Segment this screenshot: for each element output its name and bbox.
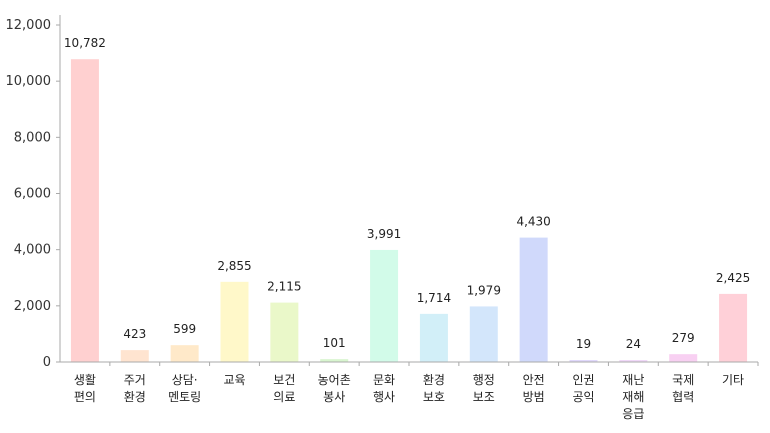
y-tick-label: 8,000	[14, 130, 51, 145]
bar	[70, 59, 99, 362]
bar	[220, 281, 249, 362]
category-label: 인권 공익	[572, 373, 594, 404]
y-tick-label: 6,000	[14, 187, 51, 202]
data-label: 2,855	[217, 259, 251, 273]
data-label: 3,991	[367, 227, 401, 241]
data-labels: 10,782 423 599 2,855 2,115 101 3,991 1,714 1,979…	[64, 36, 750, 351]
bar	[719, 293, 748, 362]
category-label: 국제 협력	[672, 373, 694, 404]
category-label: 생활 편의	[74, 373, 96, 404]
category-label: 행정 보조	[473, 372, 495, 404]
bars	[70, 59, 748, 362]
data-label: 4,430	[516, 215, 550, 229]
y-axis: 0 2,000 4,000 6,000 8,000 10,000 12,000	[6, 15, 61, 370]
bar	[320, 359, 349, 362]
category-label: 주거 환경	[124, 373, 146, 404]
bar	[270, 302, 299, 362]
data-label: 599	[173, 322, 196, 336]
data-label: 2,425	[716, 271, 750, 285]
data-label: 19	[576, 337, 591, 351]
bar	[569, 360, 598, 362]
category-label: 보건 의료	[273, 373, 295, 404]
category-label: 안전 방범	[523, 373, 545, 404]
category-label: 환경 보호	[423, 373, 445, 404]
bar	[370, 249, 399, 362]
y-tick-label: 12,000	[6, 18, 52, 33]
data-label: 1,714	[417, 291, 451, 305]
category-label: 재난 재해 응급	[622, 373, 644, 421]
bar	[120, 350, 149, 362]
category-label: 기타	[722, 373, 744, 387]
y-tick-label: 10,000	[6, 74, 52, 89]
y-tick-label: 2,000	[14, 299, 51, 314]
data-label: 101	[323, 336, 346, 350]
bar	[419, 313, 448, 362]
data-label: 24	[626, 337, 641, 351]
y-tick-label: 0	[43, 355, 51, 370]
category-label: 문화 행사	[373, 373, 395, 404]
category-label: 교육	[223, 373, 245, 387]
bar	[469, 306, 498, 362]
bar	[669, 354, 698, 362]
data-label: 10,782	[64, 36, 106, 50]
data-label: 1,979	[467, 283, 501, 297]
data-label: 2,115	[267, 280, 301, 294]
data-label: 423	[123, 327, 146, 341]
category-label: 농어촌 봉사	[318, 373, 351, 404]
category-label: 상담· 멘토링	[168, 373, 201, 404]
bar	[519, 237, 548, 362]
x-axis: 생활 편의 주거 환경 상담· 멘토링 교육 보건 의료 농어촌 봉사 문화 행사 환경 보호 행정 보조 안전 방…	[60, 361, 759, 421]
bar	[170, 345, 199, 362]
bar	[619, 360, 648, 362]
data-label: 279	[672, 331, 695, 345]
y-tick-label: 4,000	[14, 243, 51, 258]
